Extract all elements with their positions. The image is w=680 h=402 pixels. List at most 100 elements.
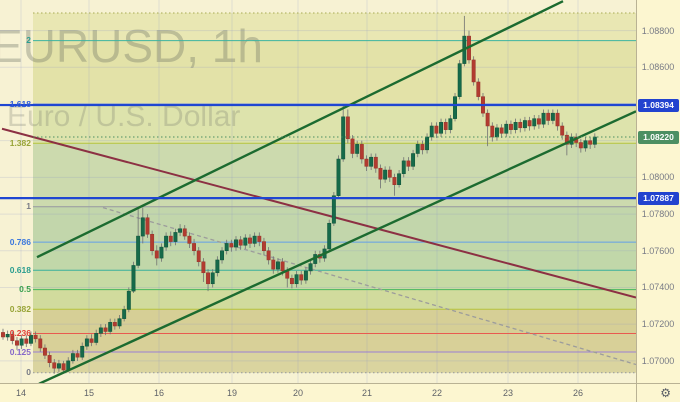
candle-down (443, 122, 448, 130)
candle-up (397, 173, 402, 185)
candle-down (387, 169, 392, 178)
candle-up (355, 144, 360, 154)
time-tick: 14 (15, 388, 26, 398)
axis-corner: ⚙ (636, 383, 680, 402)
candle-up (117, 318, 122, 327)
candle-up (457, 63, 462, 97)
candle-up (411, 153, 416, 167)
fib-band (33, 40, 636, 105)
fib-level-label: 1 (26, 201, 31, 212)
price-badge: 1.07887 (638, 191, 679, 205)
candle-down (271, 259, 276, 270)
time-tick: 19 (226, 388, 237, 398)
watermark-title: EURUSD, 1h (0, 20, 263, 72)
gear-icon[interactable]: ⚙ (660, 386, 671, 400)
candle-down (345, 116, 350, 140)
candle-down (201, 261, 206, 274)
price-tick: 1.07000 (641, 355, 675, 366)
time-tick: 20 (292, 388, 303, 398)
candle-up (425, 136, 430, 151)
candle-down (536, 118, 541, 125)
fib-level-label: 1.618 (9, 98, 31, 109)
fib-level-label: 2 (26, 35, 31, 46)
candle-down (359, 144, 364, 160)
candle-down (257, 235, 262, 242)
candle-down (546, 112, 551, 121)
candle-up (98, 327, 103, 334)
candle-down (103, 327, 108, 332)
candle-up (173, 232, 178, 242)
candle-down (168, 235, 173, 242)
price-tick: 1.08000 (641, 172, 675, 183)
candle-up (275, 261, 280, 270)
trendline-ascending-channel-lower[interactable] (38, 110, 636, 383)
candle-down (588, 140, 593, 145)
trendline-descending-resistance[interactable] (1, 127, 636, 299)
price-axis[interactable]: 1.08800 1.08600 1.08000 1.07800 1.07600 1.074… (636, 0, 680, 383)
candle-up (56, 363, 61, 369)
candle-up (5, 333, 10, 338)
trendline-descending-dashed[interactable] (102, 207, 636, 366)
candle-down (289, 278, 294, 285)
trendline-ascending-channel-upper[interactable] (36, 0, 564, 259)
candle-up (80, 345, 85, 358)
candle-up (583, 140, 588, 149)
candle-down (490, 125, 495, 138)
candle-up (401, 160, 406, 174)
time-axis[interactable]: 14 15 16 19 20 21 22 23 26 (0, 383, 636, 402)
fib-level-label: 0.236 (9, 328, 31, 338)
candle-down (112, 322, 117, 327)
candle-down (560, 125, 565, 136)
fib-level-label: 0.125 (9, 346, 31, 357)
fib-band (33, 270, 636, 290)
candle-up (210, 272, 215, 285)
time-tick: 16 (153, 388, 164, 398)
candle-down (499, 127, 504, 134)
price-tick: 1.07400 (641, 282, 675, 293)
price-badge: 1.08220 (638, 130, 679, 144)
fib-level-label: 0.5 (19, 284, 31, 295)
candle-up (495, 127, 499, 138)
fib-level-label: 0 (26, 367, 31, 378)
fib-band (33, 289, 636, 310)
candle-down (392, 177, 397, 185)
fib-level-label: 1.382 (9, 137, 31, 148)
candle-down (10, 333, 15, 341)
candle-down (434, 125, 439, 134)
candle-down (192, 243, 197, 252)
fib-band (33, 242, 636, 271)
candle-down (248, 237, 252, 244)
price-tick: 1.08600 (641, 62, 675, 73)
fib-level-label: 0.382 (9, 303, 31, 314)
candle-up (220, 250, 224, 261)
time-tick: 15 (83, 388, 94, 398)
candle-up (448, 118, 453, 130)
fib-band (33, 352, 636, 373)
candle-up (308, 263, 313, 272)
candle-up (215, 259, 220, 274)
candle-up (294, 274, 299, 285)
candle-down (33, 334, 38, 340)
candle-down (52, 362, 57, 369)
candle-up (122, 309, 127, 319)
price-tick: 1.08800 (641, 25, 675, 36)
candle-up (331, 195, 336, 224)
candle-up (224, 243, 229, 252)
candle-up (126, 290, 131, 310)
candle-up (70, 353, 75, 362)
candle-up (108, 322, 113, 332)
time-tick: 22 (431, 388, 442, 398)
candle-down (280, 261, 285, 272)
candle-up (453, 96, 457, 119)
candle-down (145, 217, 150, 235)
candle-up (178, 228, 183, 233)
price-tick: 1.07600 (641, 245, 675, 256)
fib-level-label: 0.618 (9, 264, 31, 275)
candle-down (187, 235, 192, 244)
candle-up (522, 120, 527, 129)
candle-up (131, 265, 136, 292)
fib-band (33, 12, 636, 41)
candle-down (406, 160, 411, 167)
